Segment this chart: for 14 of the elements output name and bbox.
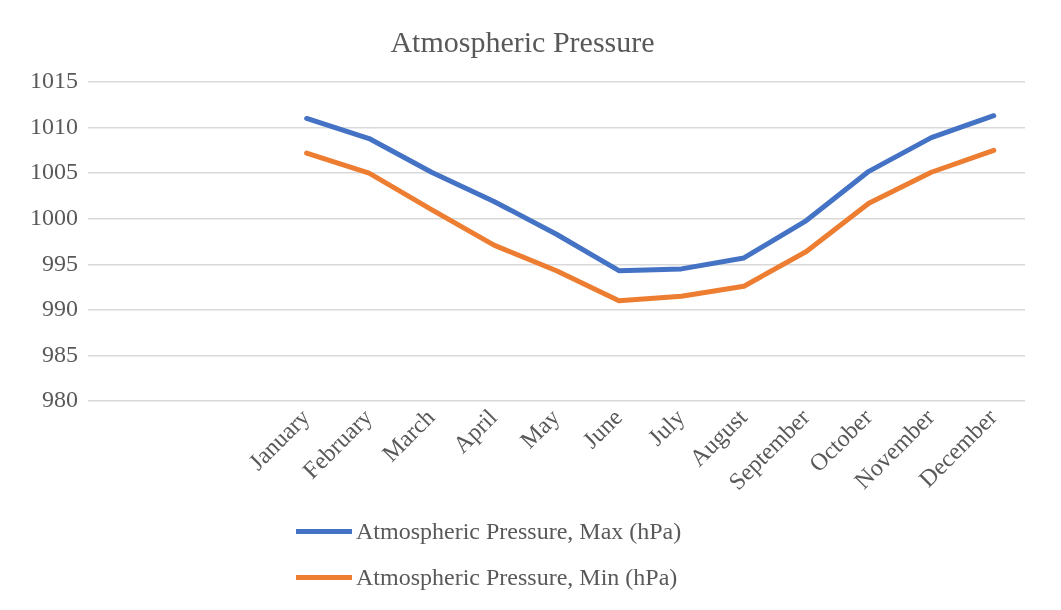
legend-label: Atmospheric Pressure, Min (hPa) bbox=[356, 563, 678, 591]
y-tick-label: 985 bbox=[42, 340, 78, 367]
y-tick-label: 980 bbox=[42, 386, 78, 413]
y-tick-label: 1010 bbox=[30, 112, 78, 139]
y-tick-label: 1015 bbox=[30, 67, 78, 94]
y-tick-label: 990 bbox=[42, 295, 78, 322]
y-tick-label: 995 bbox=[42, 249, 78, 276]
chart-title: Atmospheric Pressure bbox=[390, 24, 655, 58]
x-tick-label: July bbox=[642, 403, 690, 451]
x-tick-label: May bbox=[514, 403, 565, 454]
y-tick-label: 1000 bbox=[30, 204, 78, 231]
x-tick-label: June bbox=[577, 403, 627, 454]
legend-label: Atmospheric Pressure, Max (hPa) bbox=[356, 517, 682, 545]
y-tick-label: 1005 bbox=[30, 158, 78, 185]
